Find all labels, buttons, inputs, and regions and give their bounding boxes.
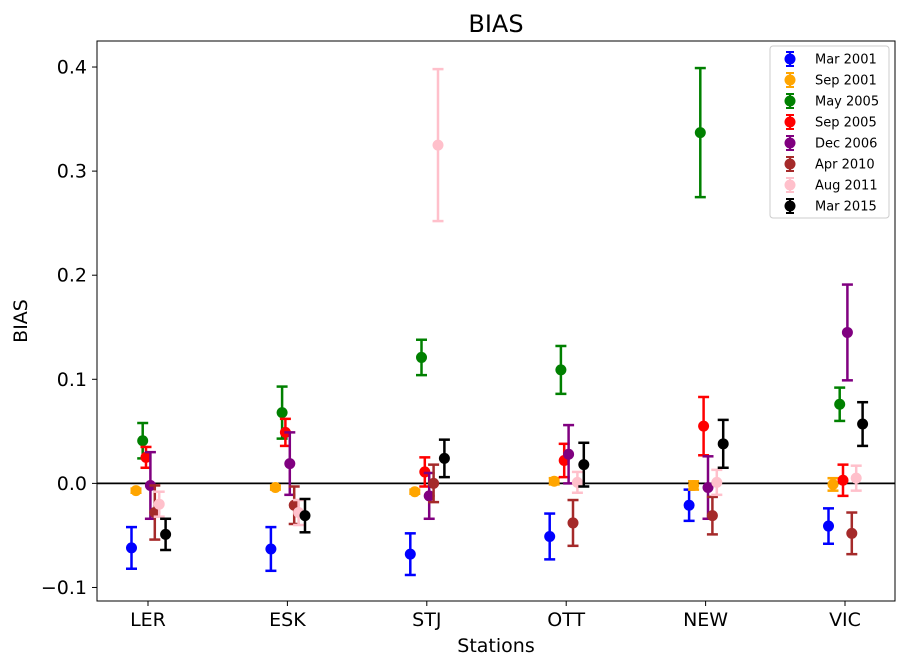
data-point — [544, 530, 556, 542]
series-2 — [137, 66, 846, 460]
data-point — [428, 477, 440, 489]
data-point — [702, 482, 714, 494]
legend-marker — [784, 116, 796, 128]
data-point — [683, 499, 695, 511]
legend-box — [769, 45, 890, 219]
x-tick-label: NEW — [683, 609, 728, 631]
data-point — [265, 543, 277, 555]
data-point — [846, 527, 858, 539]
data-point — [694, 127, 706, 139]
data-point — [823, 520, 834, 532]
plot-frame — [96, 40, 896, 602]
legend-label: Sep 2001 — [815, 74, 877, 89]
data-point — [432, 139, 444, 151]
legend-marker — [784, 137, 796, 149]
x-tick-label: OTT — [547, 609, 585, 631]
data-point — [555, 364, 567, 376]
legend-label: Dec 2006 — [815, 137, 877, 152]
legend-label: Apr 2010 — [815, 158, 875, 173]
data-point — [837, 474, 849, 486]
data-point — [706, 510, 718, 522]
legend-label: May 2005 — [815, 95, 879, 110]
chart-title: BIAS — [468, 10, 523, 38]
data-point — [711, 476, 723, 488]
legend-entry: Mar 2015 — [784, 198, 877, 215]
legend-entry: Aug 2011 — [784, 177, 878, 194]
legend-marker — [784, 74, 796, 86]
data-point — [130, 485, 142, 497]
legend-marker — [784, 179, 796, 191]
data-point — [857, 418, 869, 430]
data-point — [149, 507, 161, 519]
series-3 — [140, 395, 849, 498]
y-tick-label: −0.1 — [41, 577, 87, 599]
data-point — [688, 479, 700, 491]
data-point — [438, 452, 450, 464]
x-axis-label: Stations — [457, 635, 534, 657]
legend-marker — [784, 200, 796, 212]
x-tick-label: STJ — [412, 609, 441, 631]
data-point — [698, 420, 710, 432]
legend-entry: Dec 2006 — [784, 135, 877, 152]
data-point — [834, 398, 846, 410]
data-point — [423, 490, 435, 502]
data-point — [137, 435, 149, 447]
x-tick-label: LER — [130, 609, 166, 631]
data-point — [841, 326, 853, 338]
legend-label: Mar 2015 — [815, 200, 877, 215]
legend-entry: Sep 2005 — [784, 114, 877, 131]
data-point — [404, 548, 416, 560]
data-point — [276, 407, 288, 419]
series-1 — [130, 475, 839, 498]
series-6 — [153, 67, 862, 527]
data-point — [126, 542, 137, 554]
data-point — [284, 458, 296, 470]
data-point — [153, 498, 165, 510]
data-point — [160, 528, 172, 540]
legend-entry: Mar 2001 — [784, 51, 877, 68]
data-point — [269, 482, 281, 494]
legend-entry: May 2005 — [784, 93, 879, 110]
y-tick-label: 0.3 — [57, 161, 87, 183]
data-point — [299, 510, 311, 522]
legend-marker — [784, 53, 796, 65]
series-7 — [160, 400, 869, 552]
legend-entry: Apr 2010 — [784, 156, 875, 173]
series-4 — [144, 283, 853, 521]
data-point — [563, 448, 575, 460]
data-point — [567, 517, 579, 529]
legend-label: Sep 2005 — [815, 116, 877, 131]
data-point — [717, 438, 729, 450]
data-point — [548, 475, 560, 487]
y-tick-label: 0.4 — [57, 57, 87, 79]
data-point — [416, 351, 427, 363]
data-point — [850, 472, 862, 484]
series-5 — [149, 463, 858, 556]
legend-marker — [784, 95, 796, 107]
data-point — [827, 478, 839, 490]
x-tick-label: ESK — [269, 609, 306, 631]
legend-entry: Sep 2001 — [784, 72, 877, 89]
data-point — [578, 459, 590, 471]
y-tick-label: 0.2 — [57, 265, 87, 287]
series-0 — [126, 488, 834, 577]
legend-label: Mar 2001 — [815, 53, 877, 68]
y-axis-label: BIAS — [10, 299, 32, 343]
legend: Mar 2001 Sep 2001 May 2005 Sep 2005 Dec 2006… — [769, 45, 890, 219]
legend-label: Aug 2011 — [815, 179, 878, 194]
y-tick-label: 0.0 — [57, 473, 87, 495]
x-tick-label: VIC — [829, 609, 861, 631]
y-tick-label: 0.1 — [57, 369, 87, 391]
data-point — [140, 451, 152, 463]
legend-marker — [784, 158, 796, 170]
data-point — [409, 486, 421, 498]
data-point — [571, 476, 583, 488]
